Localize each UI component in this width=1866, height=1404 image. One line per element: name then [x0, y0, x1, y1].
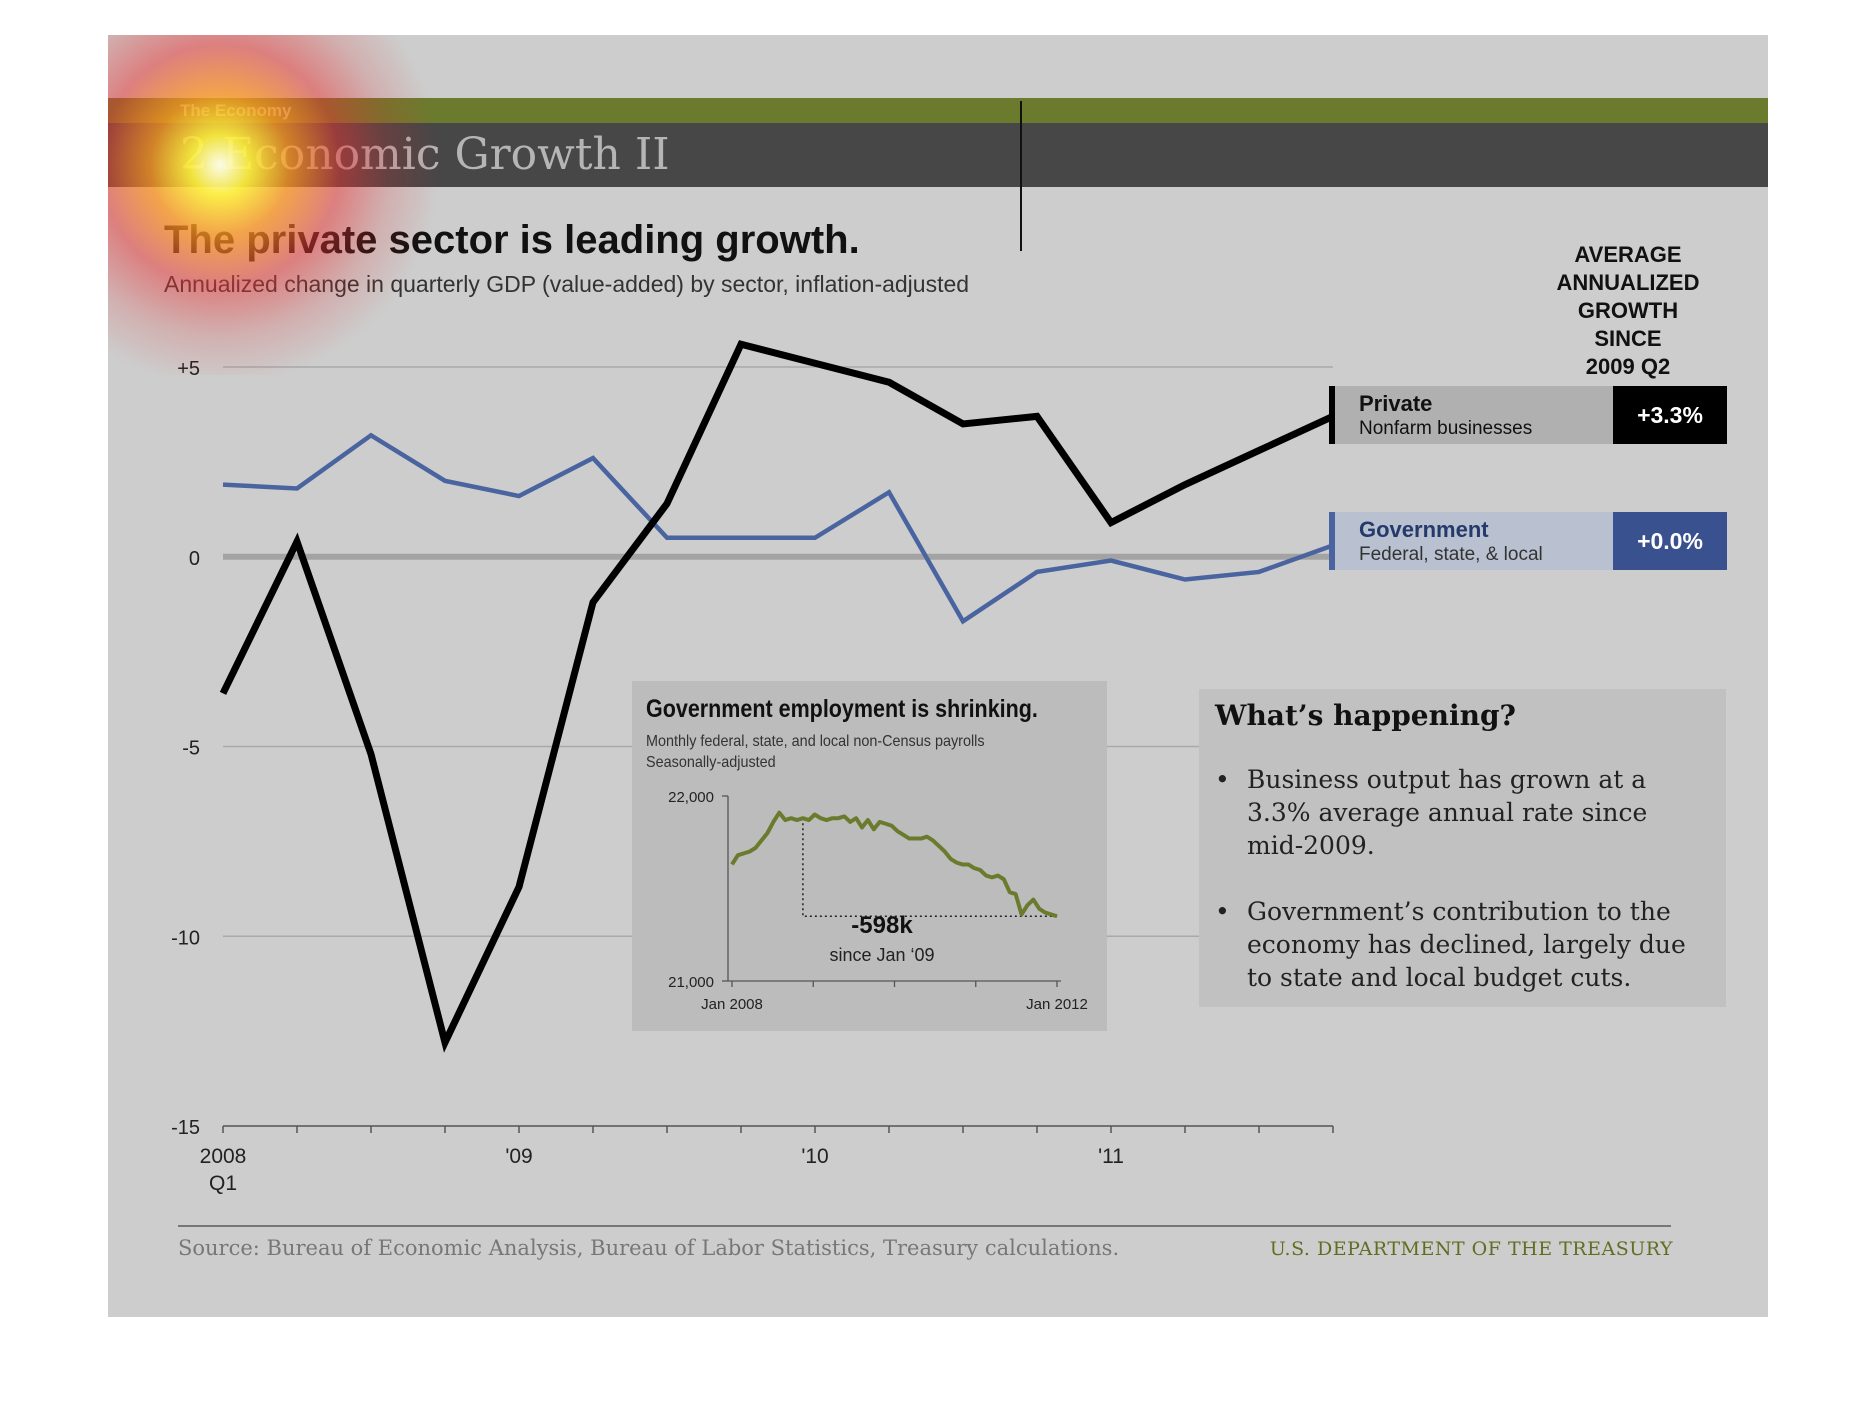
y-tick-label: -5 — [182, 738, 200, 760]
average-growth-header-line: 2009 Q2 — [1585, 354, 1671, 379]
series-line-government — [222, 432, 1334, 625]
inset-y-tick-label: 22,000 — [668, 789, 714, 806]
bullet-text: Business output has grown at a 3.3% aver… — [1247, 765, 1648, 860]
whats-happening-panel: What’s happening? • Business output has g… — [1199, 689, 1726, 1007]
y-tick-label: 0 — [189, 548, 200, 570]
series-line-private — [219, 340, 1335, 1053]
bullet-icon: • — [1215, 765, 1230, 794]
average-growth-header-line: GROWTH — [1577, 298, 1679, 323]
average-growth-header-line: ANNUALIZED — [1556, 270, 1700, 295]
legend-government: Government Federal, state, & local +0.0% — [1329, 512, 1727, 570]
legend-private-value: +3.3% — [1613, 386, 1727, 444]
legend-government-name: Government — [1359, 517, 1489, 542]
bullet-icon: • — [1215, 897, 1230, 926]
inset-x-tick-label: Jan 2012 — [1026, 996, 1088, 1013]
inset-subtitle: Monthly federal, state, and local non-Ce… — [646, 733, 985, 750]
average-growth-header-line: SINCE — [1594, 326, 1662, 351]
agency-wordmark: U.S. DEPARTMENT OF THE TREASURY — [1269, 1238, 1673, 1260]
legend-private-name: Private — [1359, 391, 1433, 416]
x-tick-label: '10 — [801, 1145, 828, 1168]
bullet-text: Government’s contribution to the economy… — [1247, 897, 1686, 992]
source-note: Source: Bureau of Economic Analysis, Bur… — [178, 1236, 1120, 1260]
inset-x-tick-label: Jan 2008 — [701, 996, 763, 1013]
x-tick-label: 2008 — [200, 1145, 247, 1168]
list-item: • Business output has grown at a 3.3% ave… — [1215, 763, 1710, 862]
legend-private-desc: Nonfarm businesses — [1359, 418, 1533, 439]
whats-happening-title: What’s happening? — [1215, 699, 1516, 732]
employment-chart: 22,000 21,000 Jan 2008 Jan 2012 -598k since J… — [668, 789, 1088, 1013]
y-tick-label: -10 — [171, 927, 200, 949]
inset-title: Government employment is shrinking. — [646, 695, 1038, 723]
inset-annotation-text: since Jan ‘09 — [829, 945, 934, 965]
average-growth-header-line: AVERAGE — [1574, 242, 1682, 267]
inset-annotation-value: -598k — [851, 912, 913, 939]
x-tick-label: '09 — [505, 1145, 532, 1168]
inset-series-line — [730, 810, 1058, 919]
divider-line — [1020, 101, 1022, 251]
x-tick-label: '11 — [1098, 1145, 1124, 1168]
legend-government-desc: Federal, state, & local — [1359, 544, 1543, 565]
x-tick-label: Q1 — [209, 1172, 237, 1195]
legend-government-value: +0.0% — [1613, 512, 1727, 570]
employment-inset: 22,000 21,000 Jan 2008 Jan 2012 -598k since J… — [632, 681, 1107, 1031]
legend-private: Private Nonfarm businesses +3.3% — [1329, 386, 1727, 444]
footer-rule — [178, 1225, 1671, 1227]
average-growth-header: AVERAGE ANNUALIZED GROWTH SINCE 2009 Q2 — [1538, 241, 1718, 381]
y-tick-label: +5 — [177, 358, 200, 380]
slide: The Economy 2 Economic Growth II The pri… — [108, 35, 1768, 1317]
inset-y-tick-label: 21,000 — [668, 974, 714, 991]
inset-subtitle: Seasonally-adjusted — [646, 754, 776, 771]
whats-happening-list: • Business output has grown at a 3.3% ave… — [1215, 763, 1710, 1027]
y-tick-label: -15 — [171, 1117, 200, 1139]
list-item: • Government’s contribution to the econom… — [1215, 895, 1710, 994]
